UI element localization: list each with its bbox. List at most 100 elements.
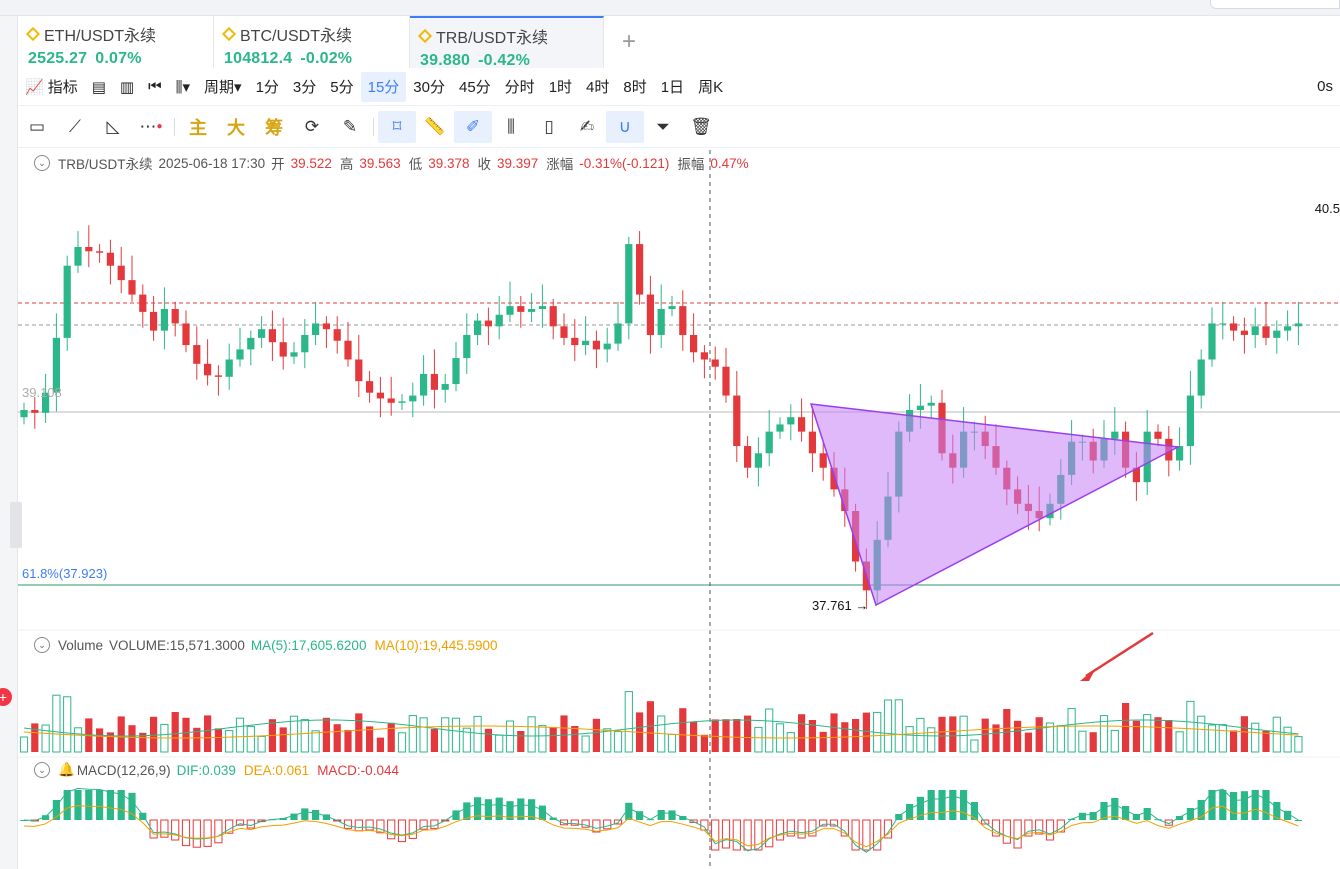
fib-level-label: 61.8%(37.923) (22, 566, 108, 581)
macd-bar (149, 819, 158, 839)
candle-body (268, 329, 276, 343)
interval-45m[interactable]: 45分 (458, 79, 491, 96)
indicator-label: 指标 (47, 79, 78, 96)
interval-4h[interactable]: 4时 (586, 79, 610, 96)
interval-week[interactable]: 周K (698, 79, 724, 96)
volume-bar (376, 737, 384, 752)
interval-8h[interactable]: 8时 (623, 79, 647, 96)
left-price-level: 39.108 (22, 385, 62, 400)
volume-bar (257, 735, 266, 753)
change-label: 涨幅 (546, 157, 574, 172)
candle-body (592, 340, 600, 350)
volume-bar (322, 717, 330, 752)
bookmark-icon[interactable]: ⌑ (378, 110, 416, 143)
indicator-button[interactable]: 📈 指标 (18, 72, 85, 102)
candle-body (744, 446, 752, 468)
annotation-arrow (1085, 631, 1154, 678)
pen-icon[interactable]: ✐ (454, 110, 492, 143)
interval-1d[interactable]: 1日 (660, 79, 685, 96)
macd-bar (52, 800, 60, 820)
eraser-icon[interactable]: ✎ (342, 116, 358, 136)
tab-btc[interactable]: BTC/USDT永续 104812.4 -0.02% (214, 16, 410, 68)
tab-name: ETH/USDT永续 (44, 28, 157, 45)
period-dropdown[interactable]: 周期 ▾ (197, 72, 249, 102)
add-tab-icon[interactable]: + (622, 28, 637, 55)
candle-body (387, 398, 395, 403)
bell-icon[interactable]: 🔔 (58, 762, 75, 777)
candle-body (1294, 323, 1302, 327)
candle-body (927, 402, 935, 406)
candle-body (1186, 395, 1194, 447)
macd-bar (1056, 819, 1065, 833)
macd-bar (419, 819, 428, 830)
candle-body (441, 384, 449, 390)
main-chart-button[interactable]: 主 (189, 117, 207, 138)
interval-5m[interactable]: 5分 (330, 79, 354, 96)
more-icon[interactable]: ⋯ ● (139, 116, 163, 136)
angle-icon[interactable]: ◺ (106, 116, 120, 136)
big-order-button[interactable]: 大 (227, 117, 245, 138)
candle-body (117, 265, 125, 281)
chip-button[interactable]: 筹 (265, 117, 283, 138)
interval-30m[interactable]: 30分 (413, 79, 445, 96)
candle-body (690, 334, 698, 353)
tab-trb[interactable]: TRB/USDT永续 39.880 -0.42% (410, 16, 604, 69)
interval-timeshare[interactable]: 分时 (504, 79, 535, 96)
macd-bar (538, 805, 546, 820)
rewind-icon[interactable]: ⏮ (148, 78, 162, 95)
candles-icon[interactable]: ⫼ (507, 116, 515, 136)
tab-eth[interactable]: ETH/USDT永续 2525.27 0.07% (18, 16, 214, 68)
macd-bar (808, 819, 817, 837)
interval-3m[interactable]: 3分 (292, 79, 317, 96)
volume-bar (150, 716, 158, 752)
candle-body (830, 467, 838, 490)
macd-bar (365, 819, 374, 831)
collapse-chevron-icon[interactable]: ⌄ (34, 155, 50, 171)
interval-1m[interactable]: 1分 (255, 79, 279, 96)
volume-bar (1035, 717, 1043, 752)
sync-icon[interactable]: ⟳ (304, 116, 320, 136)
candle-body (333, 329, 341, 341)
macd-bar (474, 797, 482, 820)
magnet-icon[interactable]: ∪ (606, 110, 644, 143)
volume-bar (765, 708, 774, 753)
rectangle-icon[interactable]: ▭ (28, 116, 46, 136)
interval-1h[interactable]: 1时 (548, 79, 573, 96)
trend-line-icon[interactable]: ⟋ (69, 116, 81, 136)
macd-bar (700, 819, 709, 831)
macd-bar (970, 802, 978, 820)
collapse-chevron-icon[interactable]: ⌄ (34, 762, 50, 778)
candle-body (1132, 467, 1140, 483)
calendar-icon[interactable]: ▤ (91, 78, 106, 96)
candle-body (214, 375, 222, 377)
candle-type-button[interactable]: ⫼▾ (175, 78, 191, 96)
candle-body (711, 359, 719, 367)
trash-icon[interactable]: 🗑 (690, 116, 712, 136)
candle-body (646, 294, 654, 335)
collapse-chevron-icon[interactable]: ⌄ (34, 637, 50, 653)
candle-body (171, 309, 179, 324)
tab-name: BTC/USDT永续 (240, 28, 353, 45)
volume-bar (1045, 722, 1055, 753)
volume-bar (667, 733, 677, 753)
macd-bar (916, 796, 924, 820)
candle-body (225, 359, 233, 377)
volume-bar (560, 715, 568, 752)
macd-bar (570, 819, 579, 826)
volume-bar (1165, 720, 1173, 752)
add-indicator-badge[interactable]: + (0, 688, 12, 706)
volume-bar (592, 718, 600, 752)
volume-bar (819, 731, 827, 752)
filter-icon[interactable]: ⏷ (656, 116, 670, 136)
macd-bar (128, 792, 136, 820)
macd-bar (862, 819, 871, 851)
ruler-icon[interactable]: 📏 (424, 116, 446, 136)
candle-body (528, 309, 536, 312)
layout-icon[interactable]: ▥ (119, 78, 135, 96)
candle-body (236, 349, 244, 360)
note-icon[interactable]: ✍ (579, 116, 595, 136)
clipboard-icon[interactable]: ▯ (544, 116, 554, 136)
collapse-handle[interactable] (10, 502, 22, 548)
interval-15m[interactable]: 15分 (360, 71, 407, 102)
